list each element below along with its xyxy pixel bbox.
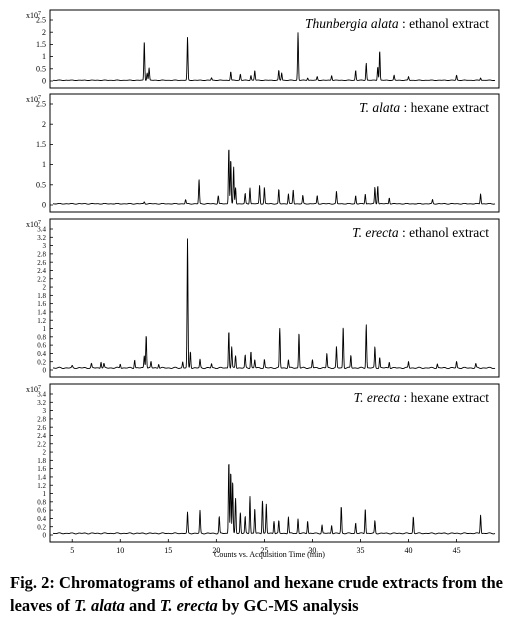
x-tick-label: 30 [308, 546, 316, 555]
y-tick-label: 1.2 [37, 482, 46, 490]
x-tick-label: 20 [212, 546, 220, 555]
chromatogram-trace [52, 149, 496, 205]
x-tick-label: 5 [70, 546, 74, 555]
y-tick-label: 0.6 [37, 342, 46, 350]
chart-panel-1: x107 0 0.5 1 1.5 2 2.5 Thunbergia alata : ethan… [26, 9, 500, 89]
y-tick-label: 0.8 [37, 498, 46, 506]
y-tick-label: 1.2 [37, 317, 46, 325]
y-tick-label: 1 [42, 160, 46, 169]
x-tick-label: 45 [453, 546, 461, 555]
x-tick-label: 25 [260, 546, 268, 555]
y-tick-label: 2.8 [37, 415, 46, 423]
y-tick-label: 2.8 [37, 250, 46, 258]
chart-panel-3: x107 00.20.40.60.811.21.41.61.822.22.42.6… [26, 218, 500, 378]
panel-title: T. erecta : hexane extract [354, 390, 490, 405]
y-tick-label: 1.6 [37, 300, 46, 308]
y-tick-label: 3.2 [37, 399, 46, 407]
chart-panel-4: x107 00.20.40.60.811.21.41.61.822.22.42.6… [26, 383, 500, 559]
panel-frame [49, 383, 500, 543]
y-tick-label: 0 [43, 367, 47, 375]
x-tick-label: 40 [405, 546, 413, 555]
panel-title: Thunbergia alata : ethanol extract [305, 16, 489, 31]
x-tick-label: 15 [164, 546, 172, 555]
x-tick-label: 10 [116, 546, 124, 555]
y-tick-label: 1 [43, 325, 47, 333]
panel-frame [49, 9, 500, 89]
y-tick-label: 3.2 [37, 234, 46, 242]
y-tick-label: 3 [43, 407, 47, 415]
y-tick-label: 1.4 [37, 309, 46, 317]
y-tick-label: 2.2 [37, 275, 46, 283]
panel-title: T. alata : hexane extract [359, 100, 489, 115]
y-tick-label: 0 [42, 77, 46, 86]
chromatogram-trace [52, 32, 496, 81]
panel-title: T. erecta : ethanol extract [352, 225, 489, 240]
chromatogram-trace [52, 238, 496, 370]
y-tick-label: 2 [42, 120, 46, 129]
y-scale-label: x107 [26, 11, 41, 20]
x-axis-label: Counts vs. Acquisition Time (min) [214, 550, 325, 559]
y-tick-label: 0.2 [37, 523, 46, 531]
y-tick-label: 1.6 [37, 465, 46, 473]
chromatogram-trace [52, 464, 496, 535]
y-tick-label: 3.4 [37, 226, 46, 234]
y-tick-label: 0.6 [37, 507, 46, 515]
y-scale-label: x107 [26, 95, 41, 104]
y-tick-label: 1.5 [36, 40, 46, 49]
y-tick-label: 2.5 [36, 100, 46, 109]
y-tick-label: 2.4 [37, 432, 46, 440]
y-tick-label: 2 [43, 284, 47, 292]
y-tick-label: 1 [42, 52, 46, 61]
x-tick-label: 35 [356, 546, 364, 555]
y-tick-label: 1.8 [37, 292, 46, 300]
y-tick-label: 0.4 [37, 350, 46, 358]
y-tick-label: 0.5 [36, 64, 46, 73]
y-tick-label: 2.2 [37, 440, 46, 448]
y-tick-label: 0 [43, 532, 47, 540]
y-tick-label: 2.4 [37, 267, 46, 275]
y-tick-label: 1 [43, 490, 47, 498]
y-tick-label: 0.4 [37, 515, 46, 523]
y-tick-label: 3 [43, 242, 47, 250]
y-scale-label: x107 [26, 385, 41, 394]
y-tick-label: 0.2 [37, 358, 46, 366]
y-tick-label: 2 [43, 449, 47, 457]
y-scale-label: x107 [26, 220, 41, 229]
y-tick-label: 2.5 [36, 16, 46, 25]
y-tick-label: 2 [42, 28, 46, 37]
y-tick-label: 1.4 [37, 474, 46, 482]
y-tick-label: 0.5 [36, 180, 46, 189]
y-tick-label: 2.6 [37, 424, 46, 432]
y-tick-label: 2.6 [37, 259, 46, 267]
panel-frame [49, 93, 500, 213]
y-tick-label: 0 [42, 201, 46, 210]
figure-caption: Fig. 2: Chromatograms of ethanol and hex… [10, 573, 503, 615]
y-tick-label: 1.8 [37, 457, 46, 465]
y-tick-label: 0.8 [37, 333, 46, 341]
panel-frame [49, 218, 500, 378]
y-tick-label: 3.4 [37, 391, 46, 399]
chart-panel-2: x107 0 0.5 1 1.5 2 2.5 T. alata : hexane extrac… [26, 93, 500, 213]
y-tick-label: 1.5 [36, 140, 46, 149]
